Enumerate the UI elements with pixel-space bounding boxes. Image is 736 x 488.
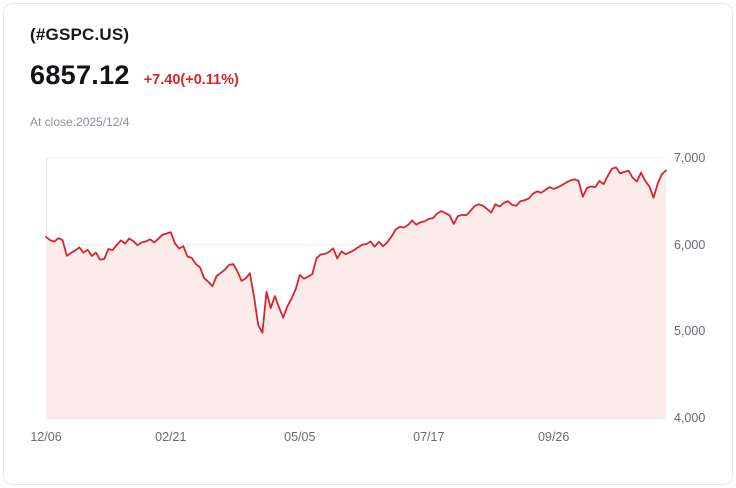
y-axis-labels: 7,000 6,000 5,000 4,000 <box>674 151 730 425</box>
x-axis-label: 09/26 <box>538 430 570 444</box>
price-row: 6857.12 +7.40(+0.11%) <box>30 60 239 91</box>
x-axis-label: 05/05 <box>284 430 316 444</box>
chart-price-line <box>45 166 667 334</box>
y-axis-label: 5,000 <box>674 324 706 339</box>
price-change: +7.40(+0.11%) <box>143 72 239 88</box>
symbol-title: (#GSPC.US) <box>30 25 130 44</box>
close-info-label: At close:2025/12/4 <box>30 115 130 129</box>
y-axis-label: 7,000 <box>674 151 706 165</box>
x-axis-label: 07/17 <box>413 430 445 444</box>
y-axis-label: 6,000 <box>674 237 706 252</box>
price-chart[interactable] <box>45 157 667 419</box>
x-axis-labels: 12/06 02/21 05/05 07/17 09/26 <box>30 427 666 447</box>
x-axis-label: 12/06 <box>30 430 62 444</box>
y-axis-label: 4,000 <box>674 411 706 425</box>
quote-card: (#GSPC.US) 6857.12 +7.40(+0.11%) At clos… <box>3 3 733 485</box>
chart-canvas[interactable] <box>45 157 667 419</box>
last-price: 6857.12 <box>30 60 130 90</box>
x-axis-label: 02/21 <box>155 430 187 444</box>
chart-area-fill <box>46 167 666 418</box>
